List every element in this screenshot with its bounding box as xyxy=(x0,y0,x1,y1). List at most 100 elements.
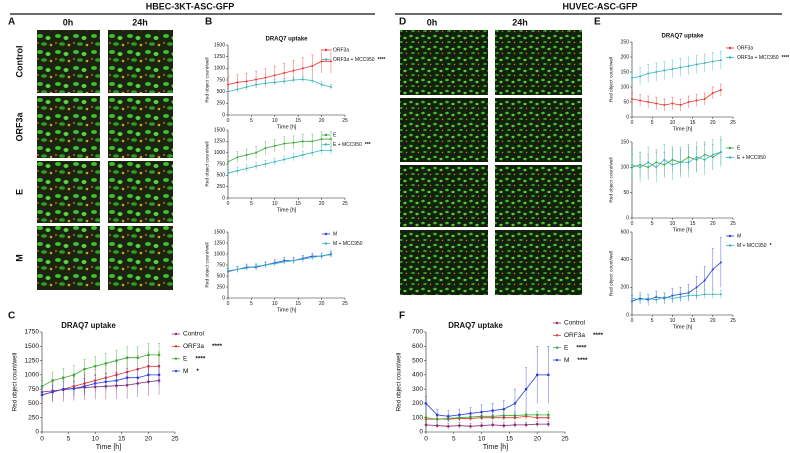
series-line xyxy=(41,365,160,396)
micrograph xyxy=(495,165,582,227)
data-point xyxy=(72,373,76,377)
y-tick-label: 250 xyxy=(28,414,39,421)
data-point xyxy=(292,156,295,159)
data-point xyxy=(236,268,239,271)
data-point xyxy=(639,166,642,169)
data-point xyxy=(647,297,650,300)
data-point xyxy=(136,376,140,380)
data-point xyxy=(283,260,286,263)
series-line xyxy=(425,374,549,417)
data-point xyxy=(535,413,539,417)
data-point xyxy=(320,83,323,86)
data-point xyxy=(245,86,248,88)
legend-marker xyxy=(324,133,328,137)
data-point xyxy=(40,393,44,397)
data-point xyxy=(93,364,97,368)
y-axis-label: Red object count/well xyxy=(608,251,614,296)
y-tick-label: 750 xyxy=(217,77,226,83)
data-point xyxy=(719,59,722,61)
data-point xyxy=(301,140,304,143)
data-point xyxy=(502,407,506,411)
y-tick-label: 700 xyxy=(412,329,423,336)
y-tick-label: 100 xyxy=(621,165,630,171)
x-axis-label: Time [h] xyxy=(277,307,297,313)
y-tick-label: 150 xyxy=(621,139,630,145)
data-point xyxy=(61,387,65,391)
row-label: M xyxy=(14,254,24,262)
legend-label: ORF3a xyxy=(737,45,753,51)
x-tick-label: 25 xyxy=(730,120,736,126)
x-tick-label: 15 xyxy=(295,201,301,207)
data-point xyxy=(245,167,248,170)
series-line xyxy=(227,138,331,163)
micrograph xyxy=(37,96,100,158)
data-point xyxy=(301,153,304,156)
x-tick-label: 0 xyxy=(424,435,428,442)
data-point xyxy=(711,60,714,63)
series-line xyxy=(631,262,722,302)
data-point xyxy=(273,144,276,147)
series-line xyxy=(631,151,722,168)
data-point xyxy=(311,79,314,82)
micrograph xyxy=(108,96,173,158)
data-point xyxy=(655,102,658,105)
y-tick-label: 0 xyxy=(626,114,629,120)
micrograph xyxy=(400,98,488,162)
data-point xyxy=(446,424,450,428)
y-tick-label: 100 xyxy=(621,84,630,90)
y-tick-label: 0 xyxy=(222,112,225,118)
x-tick-label: 10 xyxy=(92,435,100,442)
x-tick-label: 0 xyxy=(227,301,230,307)
data-point xyxy=(236,169,239,172)
legend-significance: **** xyxy=(195,355,206,362)
y-tick-label: 750 xyxy=(217,161,226,167)
data-point xyxy=(255,78,258,81)
y-tick-label: 0 xyxy=(626,312,629,318)
series-line xyxy=(631,151,721,168)
data-point xyxy=(695,294,698,297)
legend-significance: **** xyxy=(782,55,790,61)
panel-label: E xyxy=(594,17,601,28)
data-point xyxy=(631,77,633,79)
data-point xyxy=(719,293,722,296)
data-point xyxy=(513,402,517,405)
data-point xyxy=(535,422,539,426)
data-point xyxy=(719,151,722,154)
data-point xyxy=(283,80,286,83)
data-point xyxy=(264,76,267,79)
data-point xyxy=(255,165,258,168)
x-axis-label: Time [h] xyxy=(673,227,693,233)
data-point xyxy=(72,387,76,390)
x-tick-label: 0 xyxy=(227,201,230,207)
data-point xyxy=(631,98,633,100)
data-point xyxy=(695,286,698,289)
data-point xyxy=(236,156,239,159)
data-point xyxy=(695,156,698,159)
data-point xyxy=(329,253,332,256)
series-line xyxy=(227,150,331,174)
data-point xyxy=(446,414,450,418)
data-point xyxy=(424,416,428,420)
micrograph xyxy=(108,226,173,290)
data-point xyxy=(711,268,714,271)
data-point xyxy=(458,413,461,417)
x-tick-label: 20 xyxy=(710,221,716,227)
y-tick-label: 1250 xyxy=(214,240,225,246)
data-point xyxy=(115,379,118,382)
x-tick-label: 5 xyxy=(67,435,71,442)
y-tick-label: 1500 xyxy=(214,42,225,48)
x-tick-label: 5 xyxy=(250,301,253,307)
y-tick-label: 1000 xyxy=(214,66,225,72)
series-line xyxy=(631,89,722,106)
y-tick-label: 1250 xyxy=(25,357,40,364)
header: HUVEC-ASC-GFP xyxy=(562,1,637,11)
data-point xyxy=(491,423,495,427)
x-axis-label: Time [h] xyxy=(673,126,693,132)
data-point xyxy=(283,72,286,74)
x-tick-label: 20 xyxy=(534,435,542,442)
series-line xyxy=(425,423,549,427)
data-point xyxy=(647,72,650,75)
data-point xyxy=(424,423,428,427)
data-point xyxy=(703,279,706,282)
